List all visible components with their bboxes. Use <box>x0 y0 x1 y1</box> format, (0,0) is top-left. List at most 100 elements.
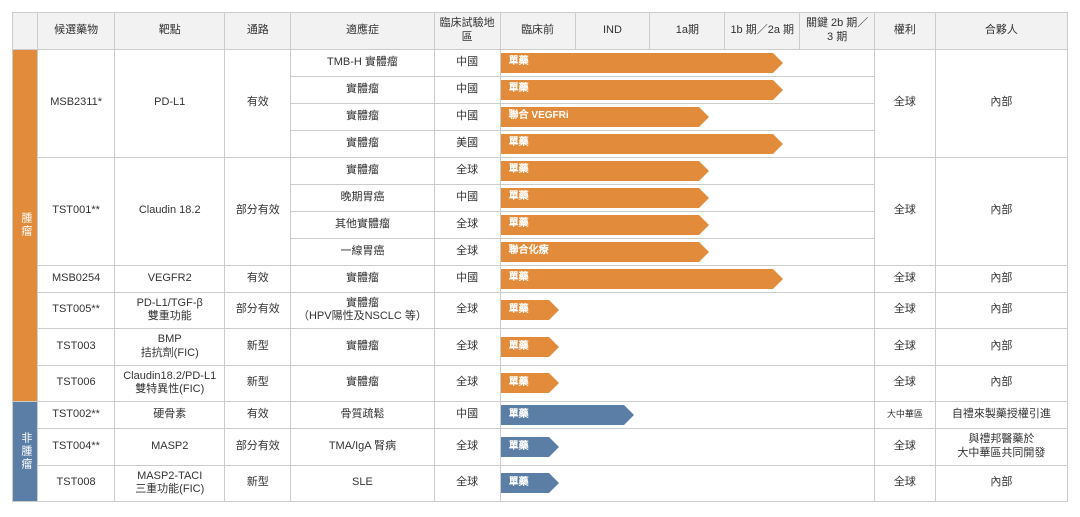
progress-bar-label: 聯合 VEGFRi <box>509 110 569 123</box>
region-cell: 中國 <box>434 184 500 211</box>
rights-cell: 全球 <box>875 157 936 265</box>
table-row: TST006Claudin18.2/PD-L1雙特異性(FIC)新型實體瘤全球單… <box>13 365 1068 402</box>
category-tumor: 腫瘤 <box>13 49 38 402</box>
progress-bar-label: 單藥 <box>509 477 529 490</box>
progress-bar-label: 單藥 <box>509 409 529 422</box>
rights-cell: 全球 <box>875 365 936 402</box>
table-row: MSB0254VEGFR2有效實體瘤中國單藥全球內部 <box>13 265 1068 292</box>
table-row: TST008MASP2-TACI三重功能(FIC)新型SLE全球單藥全球內部 <box>13 465 1068 502</box>
region-cell: 全球 <box>434 365 500 402</box>
region-cell: 全球 <box>434 211 500 238</box>
indication-cell: SLE <box>291 465 434 502</box>
pipeline-table: 候選藥物靶點通路適應症臨床試驗地區臨床前IND1a期1b 期／2a 期關鍵 2b… <box>12 12 1068 502</box>
col-partner: 合夥人 <box>935 13 1067 50</box>
partner-cell: 內部 <box>935 365 1067 402</box>
target-cell: PD-L1/TGF-β雙重功能 <box>115 292 225 329</box>
indication-cell: 實體瘤 <box>291 365 434 402</box>
table-row: TST005**PD-L1/TGF-β雙重功能部分有效實體瘤（HPV陽性及NSC… <box>13 292 1068 329</box>
region-cell: 中國 <box>434 49 500 76</box>
progress-bar-label: 單藥 <box>509 164 529 177</box>
progress-bar-label: 單藥 <box>509 137 529 150</box>
phase-bar-cell: 單藥 <box>500 157 874 184</box>
progress-bar-label: 單藥 <box>509 191 529 204</box>
progress-bar-label: 單藥 <box>509 304 529 317</box>
indication-cell: 其他實體瘤 <box>291 211 434 238</box>
target-cell: PD-L1 <box>115 49 225 157</box>
col-category <box>13 13 38 50</box>
drug-cell: TST008 <box>38 465 115 502</box>
phase-bar-cell: 單藥 <box>500 211 874 238</box>
col-phase-2: 1a期 <box>650 13 725 50</box>
drug-cell: TST002** <box>38 402 115 429</box>
col-phase-1: IND <box>575 13 650 50</box>
phase-bar-cell: 單藥 <box>500 465 874 502</box>
target-cell: MASP2 <box>115 429 225 466</box>
drug-cell: TST001** <box>38 157 115 265</box>
progress-bar: 單藥 <box>501 80 774 100</box>
phase-bar-cell: 單藥 <box>500 49 874 76</box>
partner-cell: 內部 <box>935 292 1067 329</box>
indication-cell: 實體瘤 <box>291 130 434 157</box>
progress-bar: 聯合 VEGFRi <box>501 107 699 127</box>
target-cell: BMP拮抗劑(FIC) <box>115 329 225 366</box>
region-cell: 全球 <box>434 329 500 366</box>
progress-bar: 單藥 <box>501 215 699 235</box>
partner-cell: 內部 <box>935 157 1067 265</box>
region-cell: 中國 <box>434 76 500 103</box>
progress-bar: 單藥 <box>501 269 774 289</box>
target-cell: Claudin18.2/PD-L1雙特異性(FIC) <box>115 365 225 402</box>
progress-bar: 單藥 <box>501 437 550 457</box>
pathway-cell: 有效 <box>225 49 291 157</box>
region-cell: 全球 <box>434 429 500 466</box>
progress-bar: 單藥 <box>501 53 774 73</box>
progress-bar: 單藥 <box>501 405 624 425</box>
partner-cell: 內部 <box>935 265 1067 292</box>
indication-cell: TMB-H 實體瘤 <box>291 49 434 76</box>
pathway-cell: 部分有效 <box>225 157 291 265</box>
target-cell: MASP2-TACI三重功能(FIC) <box>115 465 225 502</box>
phase-bar-cell: 單藥 <box>500 184 874 211</box>
col-pathway: 通路 <box>225 13 291 50</box>
col-phase-4: 關鍵 2b 期／3 期 <box>800 13 875 50</box>
progress-bar-label: 單藥 <box>509 83 529 96</box>
rights-cell: 全球 <box>875 292 936 329</box>
indication-cell: 一線胃癌 <box>291 238 434 265</box>
indication-cell: TMA/IgA 腎病 <box>291 429 434 466</box>
table-row: TST004**MASP2部分有效TMA/IgA 腎病全球單藥全球與禮邦醫藥於大… <box>13 429 1068 466</box>
col-phase-0: 臨床前 <box>500 13 575 50</box>
partner-cell: 內部 <box>935 49 1067 157</box>
partner-cell: 內部 <box>935 465 1067 502</box>
target-cell: Claudin 18.2 <box>115 157 225 265</box>
region-cell: 全球 <box>434 157 500 184</box>
phase-bar-cell: 聯合 VEGFRi <box>500 103 874 130</box>
phase-bar-cell: 單藥 <box>500 402 874 429</box>
rights-cell: 全球 <box>875 265 936 292</box>
region-cell: 美國 <box>434 130 500 157</box>
rights-cell: 大中華區 <box>875 402 936 429</box>
region-cell: 中國 <box>434 265 500 292</box>
indication-cell: 實體瘤 <box>291 265 434 292</box>
progress-bar: 單藥 <box>501 473 550 493</box>
progress-bar-label: 單藥 <box>509 441 529 454</box>
phase-bar-cell: 單藥 <box>500 265 874 292</box>
target-cell: 硬骨素 <box>115 402 225 429</box>
progress-bar: 單藥 <box>501 373 550 393</box>
table-row: TST001**Claudin 18.2部分有效實體瘤全球單藥全球內部 <box>13 157 1068 184</box>
region-cell: 全球 <box>434 292 500 329</box>
category-nontumor: 非腫瘤 <box>13 402 38 502</box>
rights-cell: 全球 <box>875 429 936 466</box>
progress-bar: 單藥 <box>501 188 699 208</box>
phase-bar-cell: 單藥 <box>500 429 874 466</box>
partner-cell: 內部 <box>935 329 1067 366</box>
table-header: 候選藥物靶點通路適應症臨床試驗地區臨床前IND1a期1b 期／2a 期關鍵 2b… <box>13 13 1068 50</box>
phase-bar-cell: 單藥 <box>500 292 874 329</box>
drug-cell: TST006 <box>38 365 115 402</box>
progress-bar: 單藥 <box>501 161 699 181</box>
pathway-cell: 新型 <box>225 465 291 502</box>
region-cell: 全球 <box>434 465 500 502</box>
col-drug: 候選藥物 <box>38 13 115 50</box>
col-region: 臨床試驗地區 <box>434 13 500 50</box>
drug-cell: MSB2311* <box>38 49 115 157</box>
progress-bar-label: 單藥 <box>509 56 529 69</box>
partner-cell: 自禮來製藥授權引進 <box>935 402 1067 429</box>
